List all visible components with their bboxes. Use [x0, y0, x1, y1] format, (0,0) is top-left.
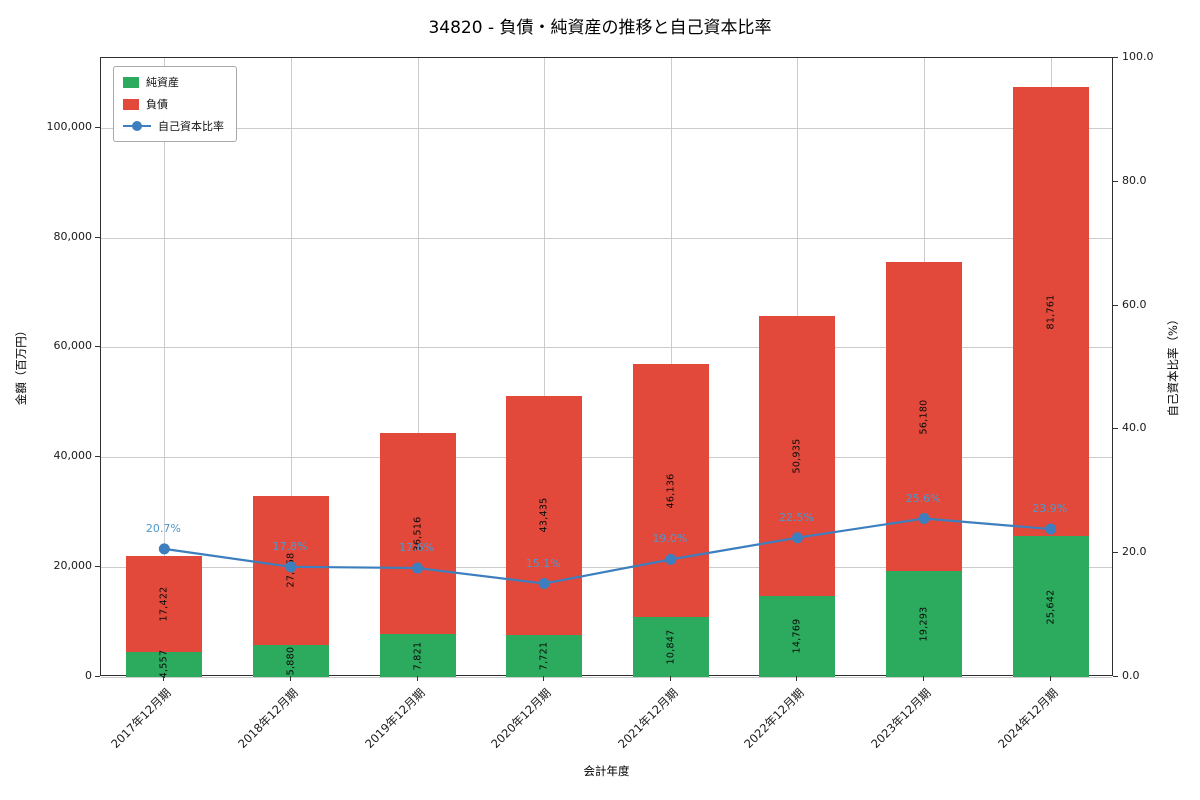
- legend-item: 純資産: [123, 74, 224, 90]
- liabilities-bar-segment: [506, 396, 583, 635]
- y-axis-tick-mark: [95, 236, 100, 238]
- y-axis-tick-label: 60,000: [53, 339, 93, 353]
- x-axis-tick-mark: [1049, 676, 1051, 681]
- legend-item: 負債: [123, 96, 224, 112]
- y2-axis-tick-label: 40.0: [1122, 421, 1147, 435]
- equity-bar-segment: [126, 651, 203, 677]
- ratio-value-label: 15.1%: [525, 556, 561, 570]
- y2-axis-tick-mark: [1113, 57, 1118, 58]
- ratio-marker: [158, 543, 170, 555]
- grid-line-horizontal: [101, 567, 1112, 569]
- x-axis-tick-label: 2022年12月期: [741, 685, 808, 752]
- chart-title: 34820 - 負債・純資産の推移と自己資本比率: [428, 18, 772, 38]
- ratio-marker: [1045, 523, 1057, 535]
- ratio-value-label: 23.9%: [1032, 502, 1068, 516]
- ratio-marker: [538, 578, 550, 590]
- grid-line-horizontal: [101, 347, 1112, 349]
- ratio-value-label: 20.7%: [145, 521, 181, 535]
- ratio-marker: [285, 561, 297, 573]
- ratio-marker: [791, 532, 803, 544]
- y-axis-tick-mark: [95, 566, 100, 568]
- y2-axis-tick-mark: [1113, 428, 1118, 430]
- grid-line-vertical: [164, 58, 166, 675]
- equity-bar-segment: [379, 634, 456, 677]
- y2-axis-tick-mark: [1113, 552, 1118, 554]
- grid-line-vertical: [544, 58, 546, 675]
- x-axis-tick-label: 2023年12月期: [868, 685, 934, 752]
- x-axis-tick-mark: [543, 676, 545, 681]
- y-axis-tick-mark: [95, 346, 100, 348]
- x-axis-tick-label: 2020年12月期: [488, 685, 554, 752]
- equity-bar-segment: [1012, 536, 1089, 677]
- equity-bar-segment: [886, 571, 963, 677]
- ratio-value-label: 17.6%: [399, 541, 435, 555]
- legend-item: 自己資本比率: [123, 118, 224, 134]
- y-axis-tick-label: 100,000: [46, 119, 93, 133]
- ratio-marker: [412, 562, 424, 574]
- liabilities-swatch: [123, 98, 139, 110]
- equity-swatch: [123, 76, 139, 88]
- ratio-value-label: 22.5%: [778, 510, 814, 524]
- x-axis-tick-mark: [163, 676, 165, 681]
- ratio-marker: [918, 513, 930, 525]
- y2-axis-tick-mark: [1113, 180, 1118, 182]
- y-axis-tick-label: 40,000: [53, 449, 93, 463]
- y2-axis-tick-label: 80.0: [1122, 173, 1147, 187]
- y2-axis-tick-label: 0.0: [1122, 669, 1140, 682]
- y2-axis-tick-mark: [1113, 676, 1118, 677]
- x-axis-label: 会計年度: [583, 764, 630, 778]
- legend-label: 負債: [146, 98, 168, 111]
- equity-bar-segment: [632, 617, 709, 677]
- grid-line-vertical: [290, 58, 292, 675]
- line-marker-swatch: [123, 124, 151, 128]
- ratio-value-label: 25.6%: [905, 491, 941, 505]
- equity-bar-segment: [252, 644, 329, 677]
- ratio-value-label: 17.8%: [272, 539, 308, 553]
- grid-line-horizontal: [101, 677, 1112, 678]
- x-axis-tick-mark: [669, 676, 671, 681]
- y-axis-tick-mark: [95, 676, 100, 677]
- ratio-marker: [665, 553, 677, 565]
- y-axis-tick-label: 0: [85, 669, 92, 682]
- y-axis-tick-mark: [95, 126, 100, 128]
- y-axis-tick-label: 20,000: [53, 559, 93, 573]
- y-axis-label: 金額（百万円）: [14, 324, 28, 406]
- y-axis-tick-label: 80,000: [53, 229, 93, 243]
- x-axis-tick-mark: [923, 676, 925, 681]
- liabilities-bar-segment: [632, 364, 709, 618]
- y-axis-tick-mark: [95, 456, 100, 458]
- x-axis-tick-label: 2018年12月期: [235, 685, 301, 752]
- x-axis-tick-mark: [289, 676, 291, 681]
- grid-line-horizontal: [101, 127, 1112, 129]
- x-axis-tick-label: 2017年12月期: [108, 685, 174, 752]
- liabilities-bar-segment: [126, 556, 203, 652]
- y2-axis-label: 自己資本比率（%）: [1166, 313, 1180, 417]
- y2-axis-tick-mark: [1113, 304, 1118, 306]
- equity-bar-segment: [506, 634, 583, 677]
- grid-line-horizontal: [101, 237, 1112, 239]
- legend-label: 純資産: [146, 76, 179, 89]
- ratio-line-chart: [158, 513, 1057, 590]
- plot-area: 4,55717,4225,88027,1587,82136,5167,72143…: [100, 57, 1113, 679]
- ratio-line: [164, 517, 1051, 585]
- liabilities-bar-segment: [379, 433, 456, 635]
- equity-bar-segment: [759, 595, 836, 677]
- x-axis-tick-label: 2024年12月期: [994, 685, 1061, 752]
- legend: 純資産負債自己資本比率: [113, 66, 237, 142]
- y2-axis-tick-label: 100.0: [1122, 50, 1154, 63]
- liabilities-bar-segment: [759, 316, 836, 596]
- grid-line-horizontal: [101, 457, 1112, 459]
- x-axis-tick-label: 2021年12月期: [615, 685, 681, 752]
- y2-axis-tick-label: 20.0: [1122, 545, 1147, 559]
- ratio-value-label: 19.0%: [652, 532, 688, 546]
- x-axis-tick-mark: [796, 676, 798, 681]
- x-axis-tick-mark: [416, 676, 418, 681]
- liabilities-bar-segment: [1012, 87, 1089, 537]
- legend-label: 自己資本比率: [158, 120, 224, 133]
- grid-line-vertical: [417, 58, 419, 675]
- x-axis-tick-label: 2019年12月期: [361, 685, 428, 752]
- y2-axis-tick-label: 60.0: [1122, 297, 1147, 311]
